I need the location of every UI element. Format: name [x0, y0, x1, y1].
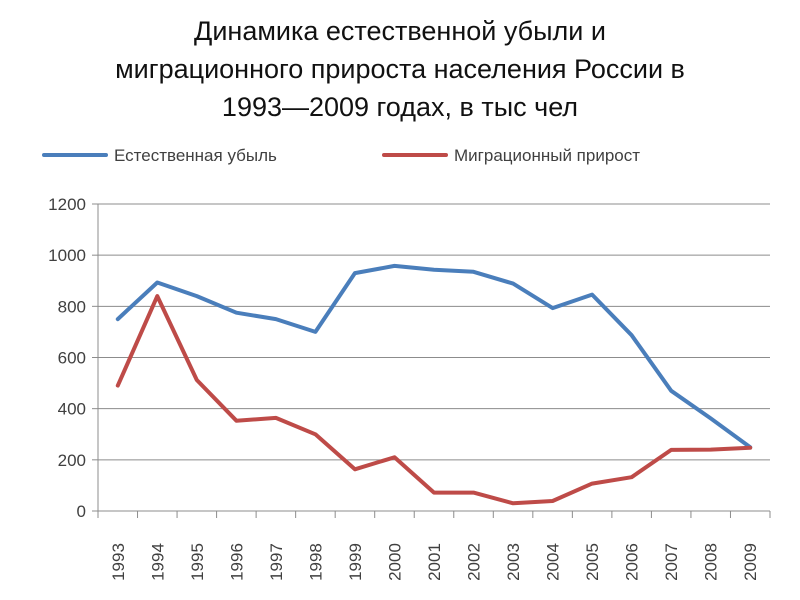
y-tick-label-200: 200	[58, 451, 86, 470]
legend-label-1: Естественная убыль	[114, 146, 277, 165]
x-tick-label-2004: 2004	[544, 543, 563, 581]
series-line-2	[115, 294, 753, 506]
y-tick-label-0: 0	[77, 502, 86, 521]
series-lines	[115, 263, 753, 506]
x-tick-label-2001: 2001	[425, 543, 444, 581]
x-tick-label-2000: 2000	[385, 543, 404, 581]
x-axis-ticks: 1993 1994 1995 1996 1997 1998 1999 2000 2001 2002…	[109, 543, 760, 581]
x-tick-label-1994: 1994	[148, 543, 167, 581]
y-tick-label-400: 400	[58, 400, 86, 419]
x-tick-label-1995: 1995	[188, 543, 207, 581]
axes	[92, 203, 771, 518]
y-tick-label-1000: 1000	[48, 246, 86, 265]
chart-title: Динамика естественной убыли и миграционн…	[0, 12, 800, 126]
x-tick-label-1999: 1999	[346, 543, 365, 581]
gridlines	[98, 203, 770, 461]
x-tick-label-2002: 2002	[465, 543, 484, 581]
x-tick-label-2007: 2007	[662, 543, 681, 581]
series-line-1	[115, 263, 753, 450]
x-tick-label-2009: 2009	[741, 543, 760, 581]
y-tick-label-800: 800	[58, 297, 86, 316]
chart-title-line-2: миграционного прироста населения России …	[115, 54, 685, 84]
chart-title-line-3: 1993—2009 годах, в тыс чел	[221, 92, 579, 122]
y-axis-ticks: 0 200 400 600 800 1000 1200	[48, 195, 86, 521]
x-tick-label-2006: 2006	[623, 543, 642, 581]
x-tick-label-2008: 2008	[702, 543, 721, 581]
y-tick-label-1200: 1200	[48, 195, 86, 214]
chart-title-line-1: Динамика естественной убыли и	[194, 16, 606, 46]
x-tick-label-1993: 1993	[109, 543, 128, 581]
x-tick-label-1997: 1997	[267, 543, 286, 581]
x-tick-label-2003: 2003	[504, 543, 523, 581]
x-tick-label-2005: 2005	[583, 543, 602, 581]
x-tick-label-1996: 1996	[227, 543, 246, 581]
legend-label-2: Миграционный прирост	[454, 146, 640, 165]
y-tick-label-600: 600	[58, 349, 86, 368]
legend: Естественная убыль Миграционный прирост	[42, 146, 640, 165]
x-tick-label-1998: 1998	[306, 543, 325, 581]
